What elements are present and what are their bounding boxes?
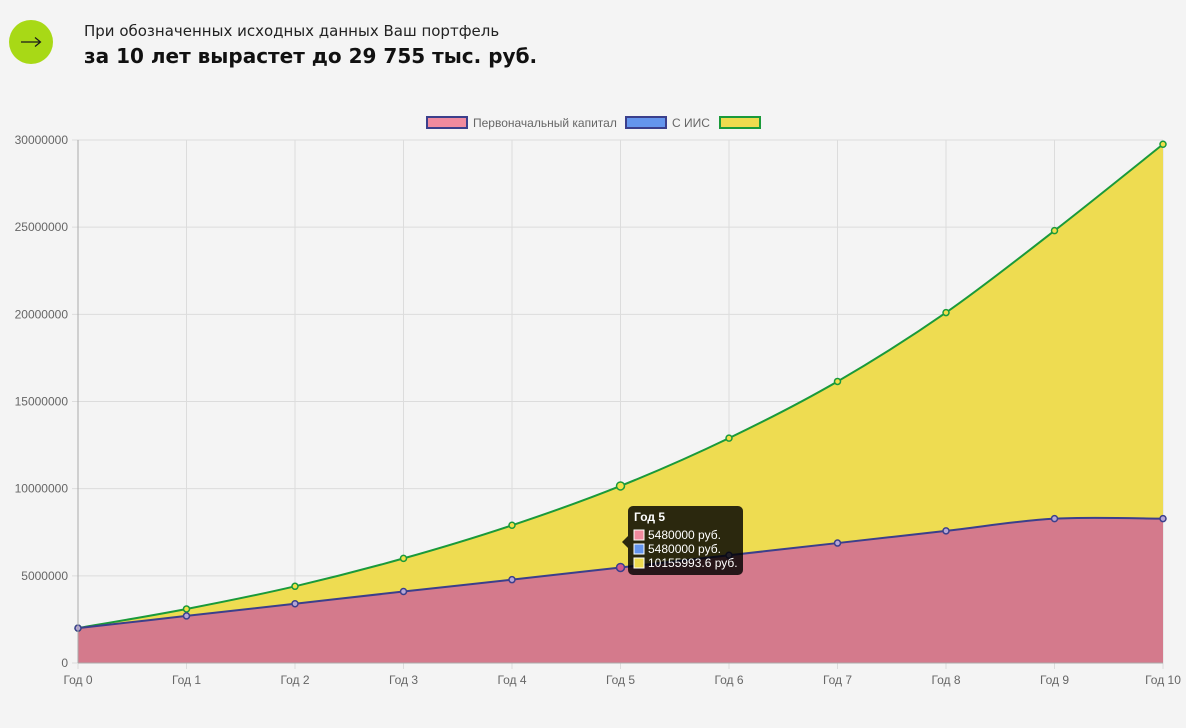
x-tick-label: Год 0 bbox=[63, 673, 92, 687]
tooltip-box bbox=[628, 506, 743, 575]
x-tick-label: Год 4 bbox=[497, 673, 526, 687]
y-tick-label: 20000000 bbox=[15, 307, 69, 321]
total-point bbox=[291, 582, 299, 591]
legend-swatch bbox=[719, 116, 761, 129]
initial-capital-point bbox=[1159, 514, 1167, 523]
x-tick-label: Год 10 bbox=[1145, 673, 1181, 687]
initial-capital-area bbox=[78, 517, 1163, 663]
total-point bbox=[942, 308, 950, 317]
tooltip-swatch bbox=[633, 529, 645, 541]
tooltip-value: 5480000 руб. bbox=[648, 528, 721, 542]
total-point bbox=[833, 377, 842, 386]
legend-swatch bbox=[426, 116, 468, 129]
x-tick-label: Год 3 bbox=[389, 673, 418, 687]
initial-capital-point bbox=[291, 599, 299, 608]
total-point bbox=[725, 434, 733, 442]
total-line bbox=[77, 143, 1164, 630]
total-point bbox=[182, 605, 191, 613]
initial-capital-point bbox=[182, 612, 191, 620]
y-tick-label: 5000000 bbox=[21, 569, 68, 583]
total-point bbox=[1159, 140, 1167, 149]
chart-legend: Первоначальный капитал С ИИС bbox=[426, 116, 761, 130]
x-tick-label: Год 9 bbox=[1040, 673, 1069, 687]
initial-capital-point bbox=[942, 527, 950, 535]
tooltip-title: Год 5 bbox=[634, 510, 665, 524]
tooltip-value: 5480000 руб. bbox=[648, 542, 721, 556]
legend-label: С ИИС bbox=[672, 116, 710, 130]
arrow-right-icon bbox=[21, 37, 42, 47]
tooltip-value: 10155993.6 руб. bbox=[648, 556, 738, 570]
initial-capital-point bbox=[508, 575, 516, 584]
x-axis: Год 0 Год 1 Год 2 Год 3 Год 4 Год 5 Год 6 Год 7… bbox=[63, 662, 1181, 687]
total-point bbox=[399, 554, 408, 563]
total-area bbox=[78, 144, 1163, 663]
legend-label: Первоначальный капитал bbox=[473, 116, 617, 130]
tooltip-swatch bbox=[633, 557, 645, 569]
legend-swatch bbox=[625, 116, 667, 129]
portfolio-growth-chart[interactable]: 0 5000000 10000000 15000000 20000000 25000000… bbox=[0, 104, 1186, 728]
total-point bbox=[508, 521, 516, 530]
total-point bbox=[615, 481, 626, 491]
x-tick-label: Год 1 bbox=[172, 673, 201, 687]
next-button[interactable] bbox=[9, 20, 53, 64]
result-subtitle: При обозначенных исходных данных Ваш пор… bbox=[84, 22, 500, 40]
initial-capital-point bbox=[615, 562, 626, 573]
y-tick-label: 0 bbox=[61, 656, 68, 670]
x-tick-label: Год 6 bbox=[714, 673, 743, 687]
x-tick-label: Год 8 bbox=[931, 673, 960, 687]
x-tick-label: Год 5 bbox=[606, 673, 635, 687]
y-tick-label: 15000000 bbox=[15, 395, 69, 409]
tooltip-caret bbox=[622, 536, 628, 548]
x-tick-label: Год 2 bbox=[280, 673, 309, 687]
y-tick-label: 10000000 bbox=[15, 482, 69, 496]
total-point bbox=[1050, 226, 1059, 235]
y-axis: 0 5000000 10000000 15000000 20000000 25000000… bbox=[15, 133, 79, 670]
y-tick-label: 30000000 bbox=[15, 133, 69, 147]
result-title: за 10 лет вырастет до 29 755 тыс. руб. bbox=[84, 44, 538, 68]
initial-capital-point bbox=[1050, 514, 1059, 523]
tooltip-swatch bbox=[633, 543, 645, 555]
y-tick-label: 25000000 bbox=[15, 220, 69, 234]
chart-areas bbox=[78, 144, 1163, 663]
initial-capital-point bbox=[399, 587, 408, 596]
result-summary: При обозначенных исходных данных Ваш пор… bbox=[84, 20, 537, 70]
initial-capital-point bbox=[833, 539, 842, 547]
x-tick-label: Год 7 bbox=[823, 673, 852, 687]
